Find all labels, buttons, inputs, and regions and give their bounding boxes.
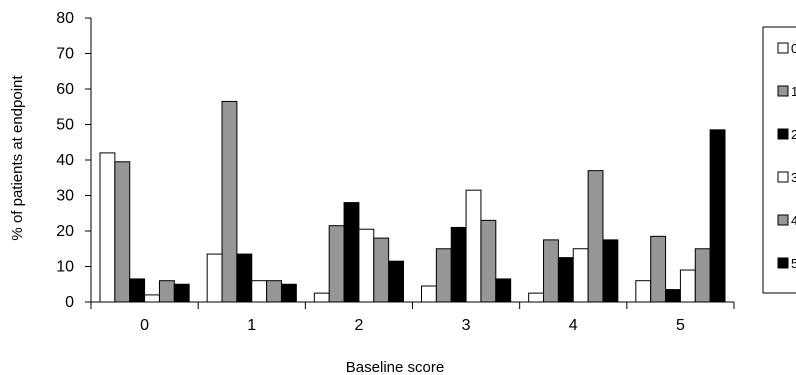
legend: 0 1 2 3 4 5 xyxy=(762,26,796,294)
bar xyxy=(236,253,253,303)
bar xyxy=(694,248,711,303)
y-tick-label: 80 xyxy=(56,10,74,27)
legend-label: 0 xyxy=(791,41,796,56)
bar xyxy=(450,226,467,303)
bar xyxy=(709,129,726,303)
bar xyxy=(129,278,146,303)
bar xyxy=(158,280,175,303)
bar xyxy=(328,225,345,303)
bar xyxy=(480,219,497,303)
legend-swatch xyxy=(777,214,789,226)
bar xyxy=(343,202,360,303)
y-tick-label: 10 xyxy=(56,259,74,276)
bar xyxy=(557,257,574,303)
x-axis: 0 1 2 3 4 5 xyxy=(90,301,735,334)
legend-swatch xyxy=(777,128,789,140)
bar xyxy=(173,283,190,303)
bar xyxy=(358,228,375,303)
x-tick-label: 1 xyxy=(247,317,256,334)
y-tick-label: 60 xyxy=(56,81,74,98)
bar xyxy=(373,237,390,303)
bar xyxy=(313,292,330,303)
bar xyxy=(572,248,589,303)
legend-label: 5 xyxy=(791,256,796,271)
y-axis-title: % of patients at endpoint xyxy=(9,75,26,241)
bar xyxy=(99,152,116,303)
x-tick-label: 0 xyxy=(140,317,149,334)
y-tick-label: 20 xyxy=(56,223,74,240)
y-tick-label: 0 xyxy=(65,294,74,311)
legend-swatch xyxy=(777,85,789,97)
x-axis-title: Baseline score xyxy=(346,359,444,375)
bar xyxy=(114,161,131,303)
bar xyxy=(144,294,160,303)
y-tick-label: 30 xyxy=(56,188,74,205)
bar xyxy=(665,289,681,303)
legend-label: 4 xyxy=(791,213,796,228)
bar xyxy=(602,239,619,303)
y-tick-label: 50 xyxy=(56,117,74,134)
bar xyxy=(543,239,559,303)
legend-swatch xyxy=(777,42,789,54)
bar xyxy=(679,269,696,303)
x-tick-label: 2 xyxy=(354,317,363,334)
bar xyxy=(266,280,282,303)
legend-swatch xyxy=(777,257,789,269)
bar xyxy=(587,170,604,303)
bars xyxy=(99,100,726,303)
bar xyxy=(221,100,238,303)
bar xyxy=(528,292,545,303)
y-tick-label: 70 xyxy=(56,46,74,63)
x-tick-label: 4 xyxy=(569,317,578,334)
bar xyxy=(421,285,437,303)
bar xyxy=(650,235,667,303)
legend-label: 2 xyxy=(791,127,796,142)
bar xyxy=(465,189,482,303)
bar xyxy=(635,280,652,303)
bar xyxy=(206,253,223,303)
legend-box xyxy=(762,26,796,294)
bar xyxy=(388,260,404,303)
bar xyxy=(435,248,452,303)
y-tick-label: 40 xyxy=(56,152,74,169)
y-axis: 0 10 20 30 40 50 60 70 80 xyxy=(56,10,92,311)
x-tick-label: 3 xyxy=(462,317,471,334)
bar xyxy=(251,280,268,303)
x-tick-label: 5 xyxy=(676,317,685,334)
legend-label: 3 xyxy=(791,170,796,185)
bar xyxy=(280,283,297,303)
bar xyxy=(495,278,512,303)
legend-swatch xyxy=(777,171,789,183)
legend-label: 1 xyxy=(791,84,796,99)
